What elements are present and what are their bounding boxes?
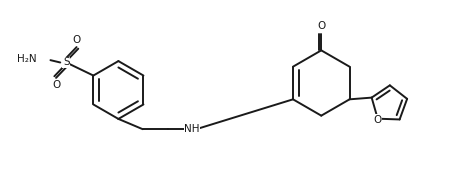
Text: S: S <box>63 57 70 68</box>
Text: O: O <box>374 115 382 125</box>
Text: NH: NH <box>184 124 200 134</box>
Text: O: O <box>72 35 81 45</box>
Text: O: O <box>317 21 325 31</box>
Text: O: O <box>52 80 60 90</box>
Text: H₂N: H₂N <box>17 54 37 64</box>
